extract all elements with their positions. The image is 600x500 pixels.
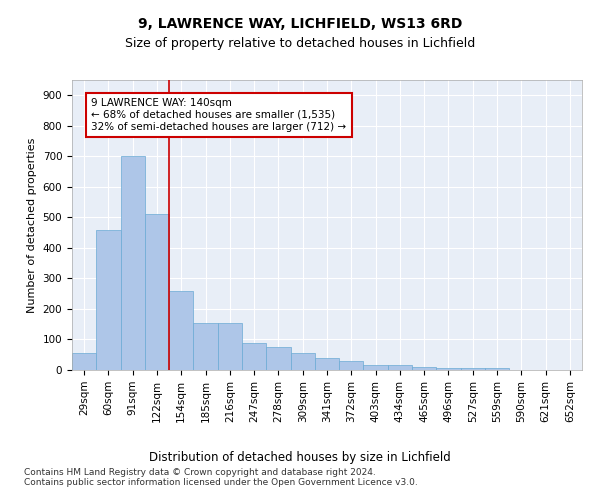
- Bar: [121, 156, 145, 370]
- Bar: [290, 353, 315, 370]
- Text: 9, LAWRENCE WAY, LICHFIELD, WS13 6RD: 9, LAWRENCE WAY, LICHFIELD, WS13 6RD: [138, 18, 462, 32]
- Bar: [315, 358, 339, 370]
- Bar: [364, 364, 388, 370]
- Bar: [242, 342, 266, 370]
- Bar: [145, 214, 169, 370]
- Bar: [218, 322, 242, 370]
- Text: Contains HM Land Registry data © Crown copyright and database right 2024.
Contai: Contains HM Land Registry data © Crown c…: [24, 468, 418, 487]
- Bar: [412, 367, 436, 370]
- Bar: [72, 353, 96, 370]
- Bar: [388, 364, 412, 370]
- Text: Size of property relative to detached houses in Lichfield: Size of property relative to detached ho…: [125, 38, 475, 51]
- Bar: [96, 230, 121, 370]
- Bar: [339, 361, 364, 370]
- Bar: [193, 322, 218, 370]
- Text: Distribution of detached houses by size in Lichfield: Distribution of detached houses by size …: [149, 451, 451, 464]
- Bar: [461, 368, 485, 370]
- Y-axis label: Number of detached properties: Number of detached properties: [27, 138, 37, 312]
- Bar: [436, 368, 461, 370]
- Bar: [485, 368, 509, 370]
- Bar: [169, 290, 193, 370]
- Text: 9 LAWRENCE WAY: 140sqm
← 68% of detached houses are smaller (1,535)
32% of semi-: 9 LAWRENCE WAY: 140sqm ← 68% of detached…: [91, 98, 347, 132]
- Bar: [266, 347, 290, 370]
